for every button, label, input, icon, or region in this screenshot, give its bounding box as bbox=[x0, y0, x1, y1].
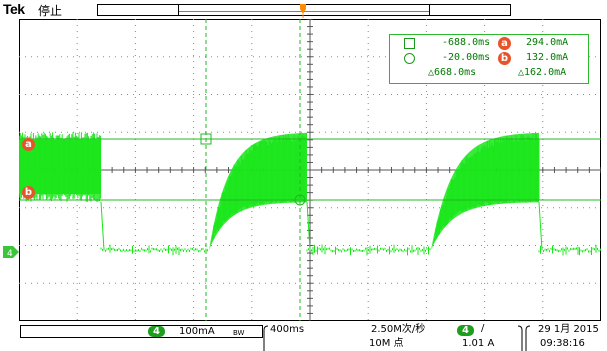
circle-marker-icon bbox=[404, 53, 415, 64]
timebase-scale[interactable]: 400ms bbox=[270, 324, 305, 335]
channel-scale: 100mA bbox=[179, 326, 215, 337]
trigger-marker-icon bbox=[300, 4, 306, 18]
trigger-source-badge[interactable]: 4 bbox=[457, 325, 474, 336]
acquisition-state: 停止 bbox=[38, 4, 63, 18]
date-display: 29 1月 2015 bbox=[538, 324, 599, 335]
brand-logo: Tek bbox=[3, 1, 25, 17]
cursor-1-square-marker bbox=[200, 133, 212, 145]
delta-time: △668.0ms bbox=[428, 67, 477, 78]
sample-rate: 2.50M次/秒 bbox=[371, 324, 426, 335]
cursor-b-level-marker[interactable]: b bbox=[22, 186, 35, 199]
cursor-readout-panel: -688.0ms a 294.0mA -20.00ms b 132.0mA △6… bbox=[389, 34, 589, 84]
channel-4-settings[interactable]: 4 100mA BW bbox=[20, 325, 263, 338]
channel-4-badge: 4 bbox=[148, 326, 165, 337]
trigger-position-marker[interactable] bbox=[299, 4, 307, 21]
channel-ground-marker[interactable]: 4 bbox=[3, 243, 19, 259]
cursor-a-value: 294.0mA bbox=[526, 37, 569, 48]
square-marker-icon bbox=[404, 38, 415, 49]
cursor-2-circle-marker bbox=[294, 194, 306, 206]
bottom-dividers bbox=[263, 325, 531, 351]
time-display: 09:38:16 bbox=[540, 338, 585, 349]
cursor-b-value: 132.0mA bbox=[526, 52, 569, 63]
cursor-b-badge: b bbox=[498, 52, 511, 65]
svg-text:4: 4 bbox=[7, 249, 13, 258]
cursor2-time: -20.00ms bbox=[442, 52, 491, 63]
ground-arrow-icon: 4 bbox=[3, 246, 19, 259]
delta-value: △162.0mA bbox=[518, 67, 567, 78]
trigger-slope-icon: / bbox=[481, 323, 485, 334]
cursor1-time: -688.0ms bbox=[442, 37, 491, 48]
record-length: 10M 点 bbox=[369, 338, 404, 349]
cursor-a-badge: a bbox=[498, 37, 511, 50]
waveform-trace bbox=[19, 132, 601, 256]
cursor-a-level-marker[interactable]: a bbox=[22, 138, 35, 151]
bandwidth-limit-icon: BW bbox=[233, 329, 245, 337]
cursor-lines[interactable] bbox=[19, 19, 601, 321]
trigger-level: 1.01 A bbox=[462, 338, 495, 349]
